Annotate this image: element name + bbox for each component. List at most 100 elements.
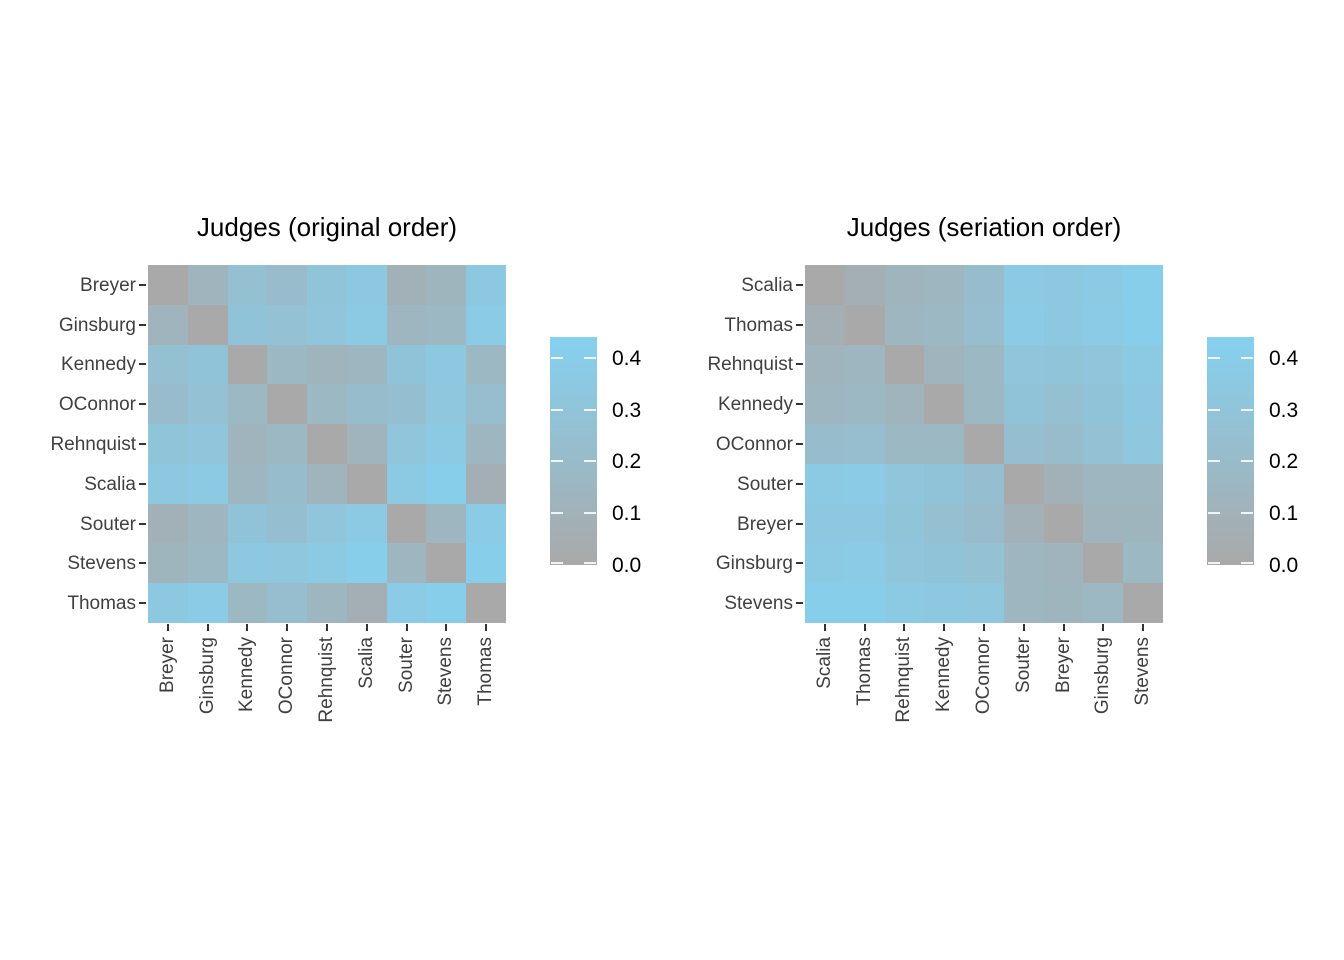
legend-tick bbox=[584, 357, 596, 359]
heatmap-cell bbox=[307, 463, 347, 504]
heatmap-cell bbox=[386, 344, 427, 385]
legend-tick-label: 0.2 bbox=[612, 450, 642, 473]
heatmap-cell bbox=[844, 304, 885, 345]
heatmap-cell bbox=[884, 463, 925, 504]
heatmap-cell bbox=[346, 463, 387, 504]
heatmap-cell bbox=[805, 543, 845, 584]
heatmap-cell bbox=[148, 463, 188, 504]
y-axis-label: Scalia bbox=[84, 474, 136, 495]
heatmap-cell bbox=[964, 503, 1004, 544]
heatmap-cell bbox=[187, 304, 228, 345]
heatmap-cell bbox=[805, 265, 845, 305]
legend-tick bbox=[1241, 409, 1253, 411]
heatmap-cell bbox=[148, 424, 188, 464]
heatmap-cell bbox=[227, 265, 268, 305]
heatmap-cell bbox=[805, 384, 845, 425]
heatmap-cell bbox=[1003, 463, 1044, 504]
legend-gradient-bar bbox=[550, 337, 597, 565]
legend-tick-label: 0.1 bbox=[1269, 502, 1299, 525]
heatmap-cell bbox=[884, 503, 925, 544]
heatmap-cell bbox=[227, 344, 268, 385]
x-axis-tick bbox=[286, 624, 288, 631]
y-axis-label: Thomas bbox=[724, 315, 793, 336]
y-axis-tick bbox=[139, 483, 146, 485]
heatmap-cell bbox=[148, 384, 188, 425]
heatmap-cell bbox=[466, 304, 506, 345]
x-axis-tick bbox=[943, 624, 945, 631]
y-axis-label: Ginsburg bbox=[715, 553, 793, 574]
heatmap-cell bbox=[426, 265, 467, 305]
x-axis-tick bbox=[207, 624, 209, 631]
heatmap-cell bbox=[307, 304, 347, 345]
heatmap-cell bbox=[386, 424, 427, 464]
x-axis-tick bbox=[366, 624, 368, 631]
heatmap-cell bbox=[148, 344, 188, 385]
heatmap-cell bbox=[386, 503, 427, 544]
heatmap-cell bbox=[426, 344, 467, 385]
heatmap-cell bbox=[924, 384, 965, 425]
heatmap-cell bbox=[386, 583, 427, 623]
legend-tick bbox=[551, 562, 563, 564]
heatmap-cell bbox=[805, 463, 845, 504]
heatmap-cell bbox=[1043, 265, 1084, 305]
heatmap-cell bbox=[267, 424, 308, 464]
heatmap-cell bbox=[227, 543, 268, 584]
x-axis-tick bbox=[485, 624, 487, 631]
heatmap-cell bbox=[844, 543, 885, 584]
heatmap-cell bbox=[1083, 424, 1124, 464]
heatmap-cell bbox=[227, 583, 268, 623]
heatmap-cell bbox=[924, 583, 965, 623]
legend-tick bbox=[1241, 512, 1253, 514]
heatmap-cell bbox=[426, 304, 467, 345]
heatmap-cell bbox=[964, 265, 1004, 305]
heatmap-cell bbox=[346, 543, 387, 584]
heatmap-cell bbox=[426, 424, 467, 464]
heatmap-cell bbox=[227, 503, 268, 544]
y-axis-label: Scalia bbox=[741, 275, 793, 296]
heatmap-cell bbox=[844, 583, 885, 623]
heatmap-cell bbox=[187, 344, 228, 385]
heatmap-cell bbox=[924, 265, 965, 305]
heatmap-cell bbox=[964, 543, 1004, 584]
heatmap-cell bbox=[1003, 265, 1044, 305]
heatmap-cell bbox=[1003, 503, 1044, 544]
legend-tick bbox=[1208, 460, 1220, 462]
heatmap-cell bbox=[267, 583, 308, 623]
y-axis-label: Breyer bbox=[80, 275, 136, 296]
heatmap-cell bbox=[1083, 265, 1124, 305]
y-axis-tick bbox=[796, 363, 803, 365]
y-axis-tick bbox=[139, 562, 146, 564]
y-axis-tick bbox=[139, 523, 146, 525]
heatmap-cell bbox=[307, 503, 347, 544]
heatmap-cell bbox=[307, 543, 347, 584]
x-axis-tick bbox=[1142, 624, 1144, 631]
heatmap-cell bbox=[386, 265, 427, 305]
heatmap-cell bbox=[1083, 503, 1124, 544]
y-axis-label: Thomas bbox=[67, 593, 136, 614]
y-axis-tick bbox=[139, 284, 146, 286]
heatmap-cell bbox=[1003, 344, 1044, 385]
plot-title-seriation: Judges (seriation order) bbox=[846, 212, 1122, 242]
heatmap-cell bbox=[884, 265, 925, 305]
heatmap-cell bbox=[1003, 384, 1044, 425]
heatmap-cell bbox=[148, 583, 188, 623]
x-axis-tick bbox=[1102, 624, 1104, 631]
heatmap-cell bbox=[227, 424, 268, 464]
heatmap-cell bbox=[964, 424, 1004, 464]
heatmap-cell bbox=[466, 543, 506, 584]
y-axis-tick bbox=[796, 602, 803, 604]
heatmap-cell bbox=[148, 265, 188, 305]
heatmap-cell bbox=[267, 543, 308, 584]
legend-tick bbox=[584, 409, 596, 411]
heatmap-cell bbox=[924, 463, 965, 504]
legend-tick bbox=[1208, 562, 1220, 564]
heatmap-cell bbox=[964, 304, 1004, 345]
heatmap-cell bbox=[1083, 463, 1124, 504]
heatmap-cell bbox=[924, 344, 965, 385]
y-axis-tick bbox=[796, 562, 803, 564]
y-axis-label: Souter bbox=[737, 474, 793, 495]
heatmap-cell bbox=[466, 265, 506, 305]
heatmap-cell bbox=[386, 304, 427, 345]
x-axis-label: Scalia bbox=[814, 637, 835, 689]
